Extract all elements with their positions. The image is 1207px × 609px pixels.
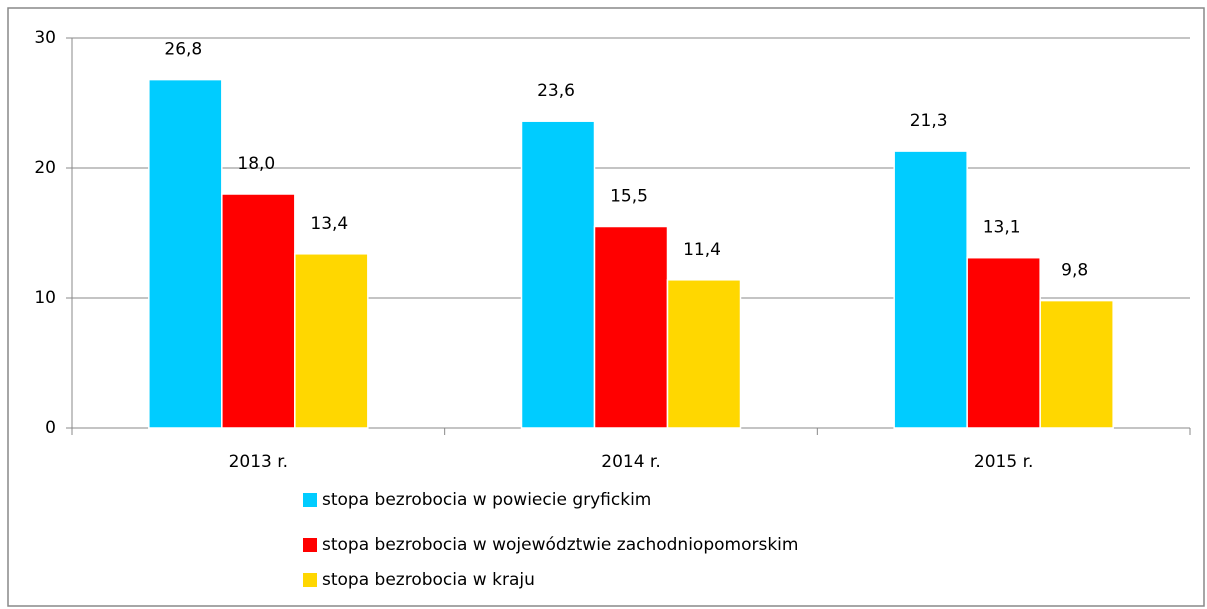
bar bbox=[294, 253, 369, 429]
bar bbox=[893, 150, 968, 429]
y-tick-label: 20 bbox=[34, 158, 56, 178]
chart-frame bbox=[7, 7, 1205, 607]
value-label: 18,0 bbox=[237, 154, 275, 174]
y-tick-label: 30 bbox=[34, 28, 56, 48]
y-tick-label: 10 bbox=[34, 288, 56, 308]
legend-swatch bbox=[303, 538, 317, 552]
legend-swatch bbox=[303, 493, 317, 507]
value-label: 21,3 bbox=[910, 111, 948, 131]
y-tick-label: 0 bbox=[45, 418, 56, 438]
legend-swatch bbox=[303, 573, 317, 587]
x-tick-label: 2014 r. bbox=[601, 452, 661, 472]
bar bbox=[593, 225, 669, 429]
value-label: 13,1 bbox=[983, 218, 1021, 238]
value-label: 23,6 bbox=[537, 81, 575, 101]
value-label: 11,4 bbox=[683, 240, 721, 260]
value-label: 15,5 bbox=[610, 187, 648, 207]
value-label: 26,8 bbox=[164, 40, 202, 60]
value-label: 9,8 bbox=[1061, 261, 1088, 281]
x-tick-label: 2013 r. bbox=[229, 452, 289, 472]
bar bbox=[1039, 299, 1114, 429]
x-tick-label: 2015 r. bbox=[974, 452, 1034, 472]
bar bbox=[966, 256, 1041, 429]
legend-label: stopa bezrobocia w powiecie gryfickim bbox=[322, 490, 651, 510]
legend-label: stopa bezrobocia w województwie zachodni… bbox=[322, 535, 798, 555]
legend-label: stopa bezrobocia w kraju bbox=[322, 570, 535, 590]
value-label: 13,4 bbox=[310, 214, 348, 234]
bar bbox=[666, 279, 742, 429]
bar bbox=[148, 78, 223, 429]
bar bbox=[520, 120, 596, 429]
bar bbox=[221, 193, 296, 429]
